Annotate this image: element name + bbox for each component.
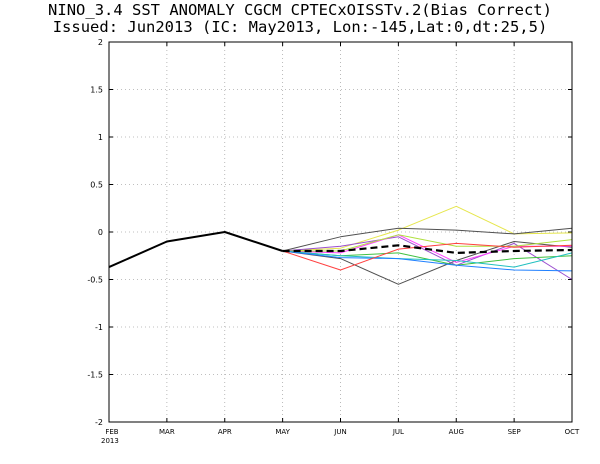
y-tick-label: 1: [98, 133, 103, 142]
x-tick-label-feb: FEB: [105, 428, 118, 436]
x-tick-label-jul: JUL: [392, 428, 404, 436]
series-line-9: [282, 250, 573, 272]
series-line-4: [282, 236, 573, 280]
x-tick-label-apr: APR: [218, 428, 232, 436]
y-tick-label: -2: [95, 418, 103, 427]
y-tick-label: -1: [95, 323, 103, 332]
x-tick-label-aug: AUG: [449, 428, 464, 436]
x-tick-label-may: MAY: [275, 428, 290, 436]
y-tick-label: -1.5: [87, 371, 103, 380]
x-tick-label-sep: SEP: [508, 428, 521, 436]
plot-frame: [108, 41, 573, 423]
chart-subtitle: Issued: Jun2013 (IC: May2013, Lon:-145,L…: [52, 18, 548, 36]
x-tick-label-oct: OCT: [565, 428, 580, 436]
series-line-3: [282, 241, 573, 285]
y-tick-label: 2: [98, 38, 103, 47]
y-tick-label: 1.5: [90, 86, 103, 95]
series-line-10: [282, 242, 573, 271]
y-tick-label: -0.5: [87, 276, 103, 285]
series-line-2: [282, 227, 573, 252]
ensemble-mean-line: [282, 244, 573, 254]
series-line-1: [282, 205, 573, 252]
x-year-label: 2013: [101, 437, 119, 445]
y-tick-label: 0.5: [90, 181, 103, 190]
y-tick-label: 0: [98, 228, 103, 237]
chart-title: NINO_3.4 SST ANOMALY CGCM CPTECxOISSTv.2…: [48, 1, 552, 19]
series-line-8: [282, 250, 573, 268]
x-tick-label-jun: JUN: [333, 428, 346, 436]
x-tick-label-mar: MAR: [159, 428, 175, 436]
observed-line: [108, 231, 283, 269]
